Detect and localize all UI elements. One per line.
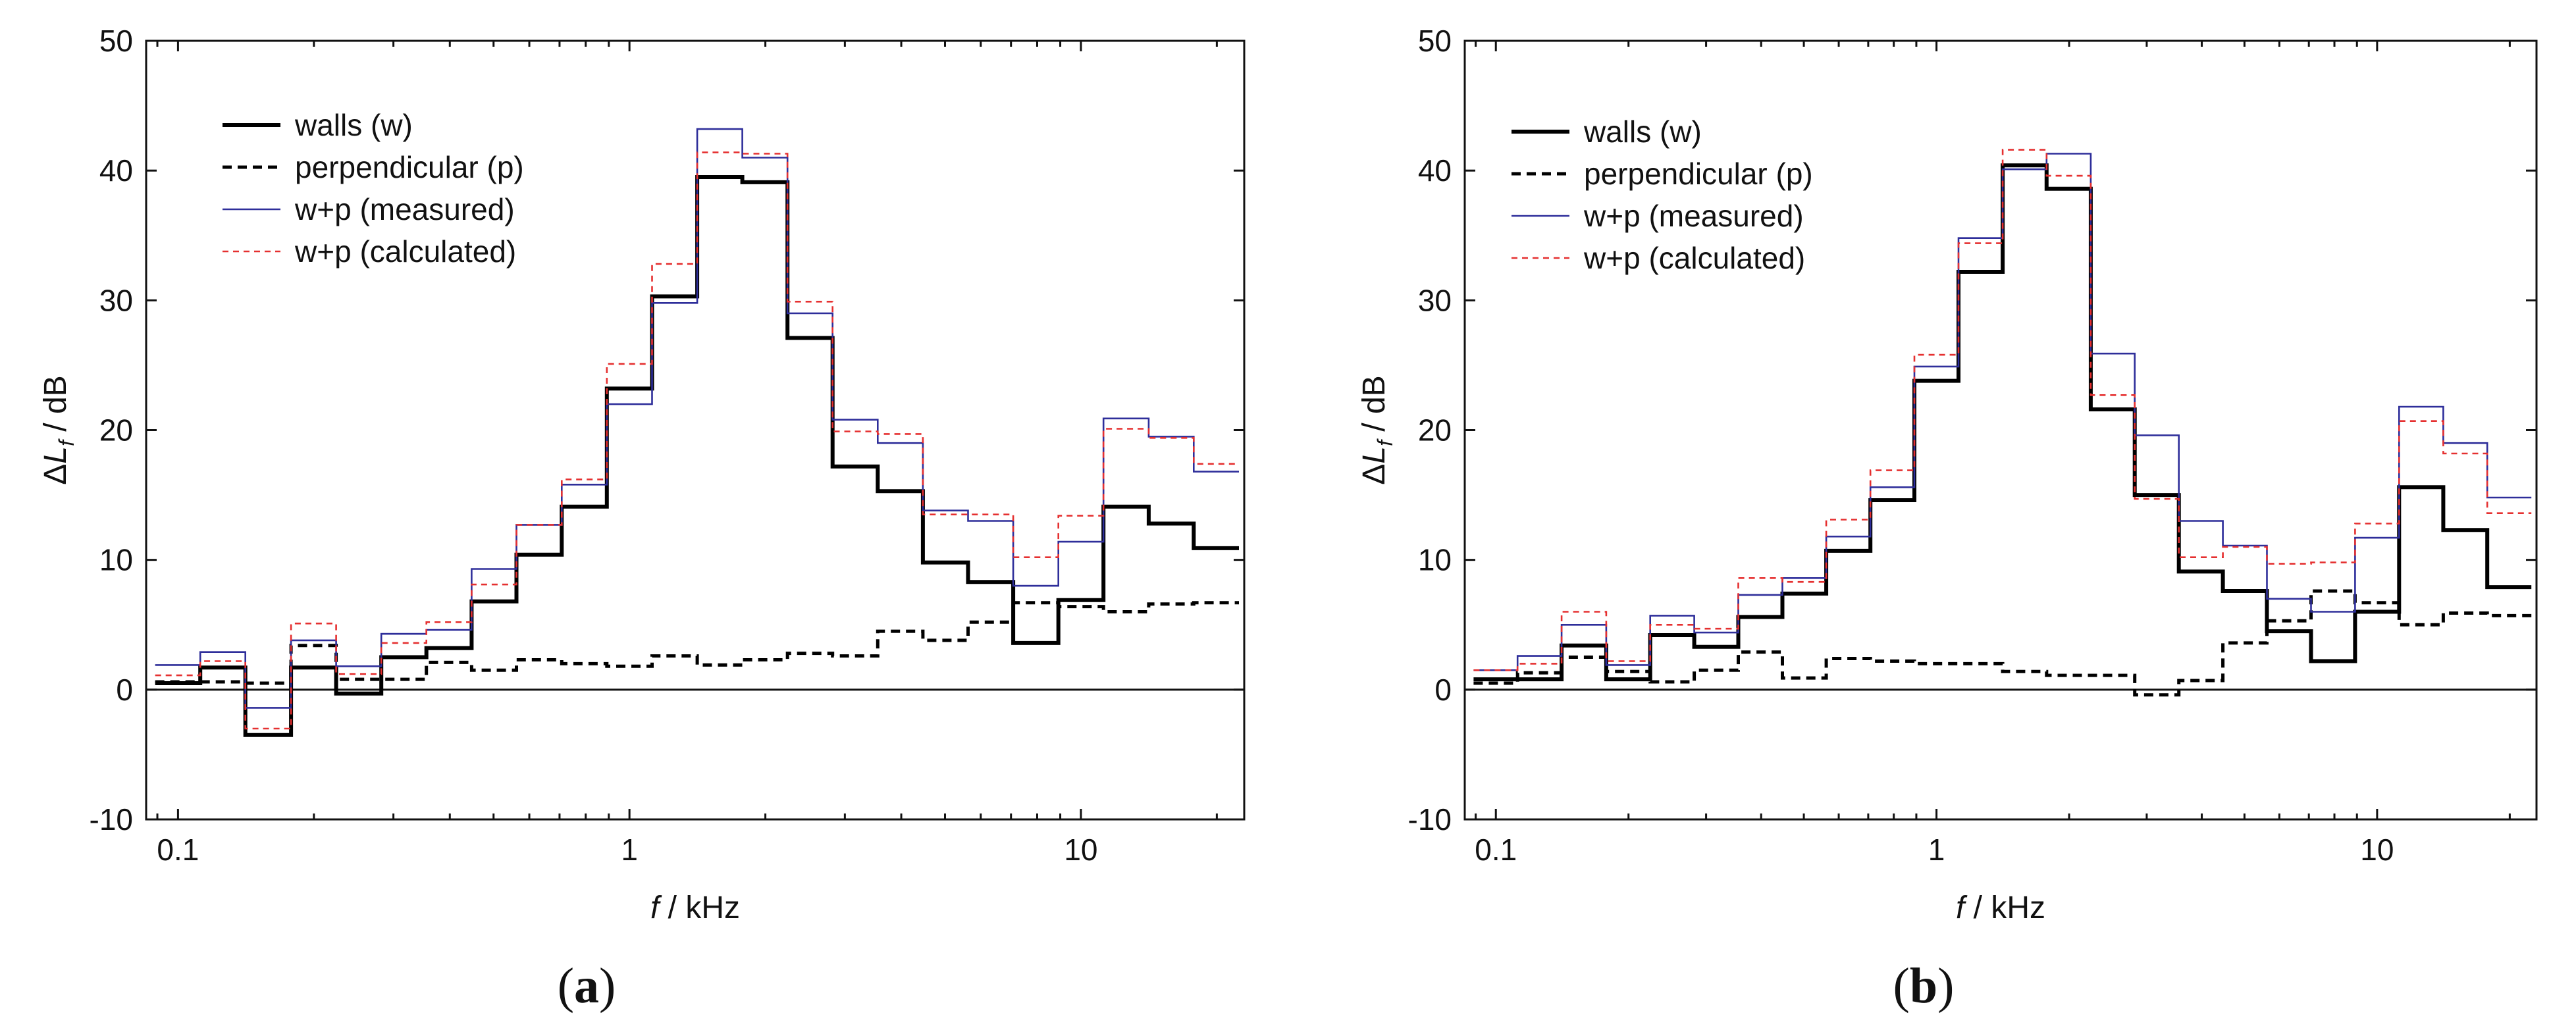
y-tick-label: 0 [1434,673,1452,707]
x-tick-label: 10 [1064,833,1097,867]
x-tick-label: 1 [621,833,638,867]
panel-label-a: (a) [558,958,616,1014]
legend-label-1: perpendicular (p) [295,150,524,184]
x-tick-label: 1 [1928,833,1945,867]
x-tick-label: 0.1 [1475,833,1517,867]
series-line-3 [155,151,1239,730]
x-axis-label: f / kHz [650,890,740,925]
legend-label-2: w+p (measured) [1583,199,1804,233]
y-tick-label: 50 [1418,24,1452,58]
x-tick-label: 0.1 [157,833,199,867]
x-axis-label: f / kHz [1956,890,2045,925]
x-tick-label: 10 [2360,833,2394,867]
y-tick-label: 20 [99,413,133,448]
y-tick-label: 40 [1418,153,1452,188]
legend-label-0: walls (w) [294,108,413,142]
panel-label-b: (b) [1893,958,1955,1014]
y-tick-label: 50 [99,24,133,58]
chart-panel-a: -10 0 10 20 30 40 50 0.1 1 10 f / kHz ΔLf / dB walls… [38,24,1246,925]
legend-label-3: w+p (calculated) [294,234,516,269]
y-tick-label: 40 [99,153,133,188]
y-tick-label: 20 [1418,413,1452,448]
series-line-1 [155,601,1239,685]
y-tick-label: 30 [1418,283,1452,317]
y-tick-label: 10 [1418,543,1452,577]
legend-label-0: walls (w) [1583,115,1702,149]
legend-label-1: perpendicular (p) [1584,157,1813,191]
y-tick-label: -10 [1408,802,1452,837]
y-tick-label: -10 [90,802,133,837]
chart-panel-b: -10 0 10 20 30 40 50 0.1 1 10 f / kHz ΔLf / dB walls… [1357,24,2538,925]
series-line-3 [1473,149,2532,671]
y-tick-label: 10 [99,543,133,577]
y-axis-label: ΔLf / dB [38,375,78,484]
legend-label-2: w+p (measured) [294,192,515,226]
y-axis-label: ΔLf / dB [1357,375,1397,484]
legend-label-3: w+p (calculated) [1583,241,1805,275]
y-tick-label: 0 [116,673,133,707]
y-tick-label: 30 [99,283,133,317]
